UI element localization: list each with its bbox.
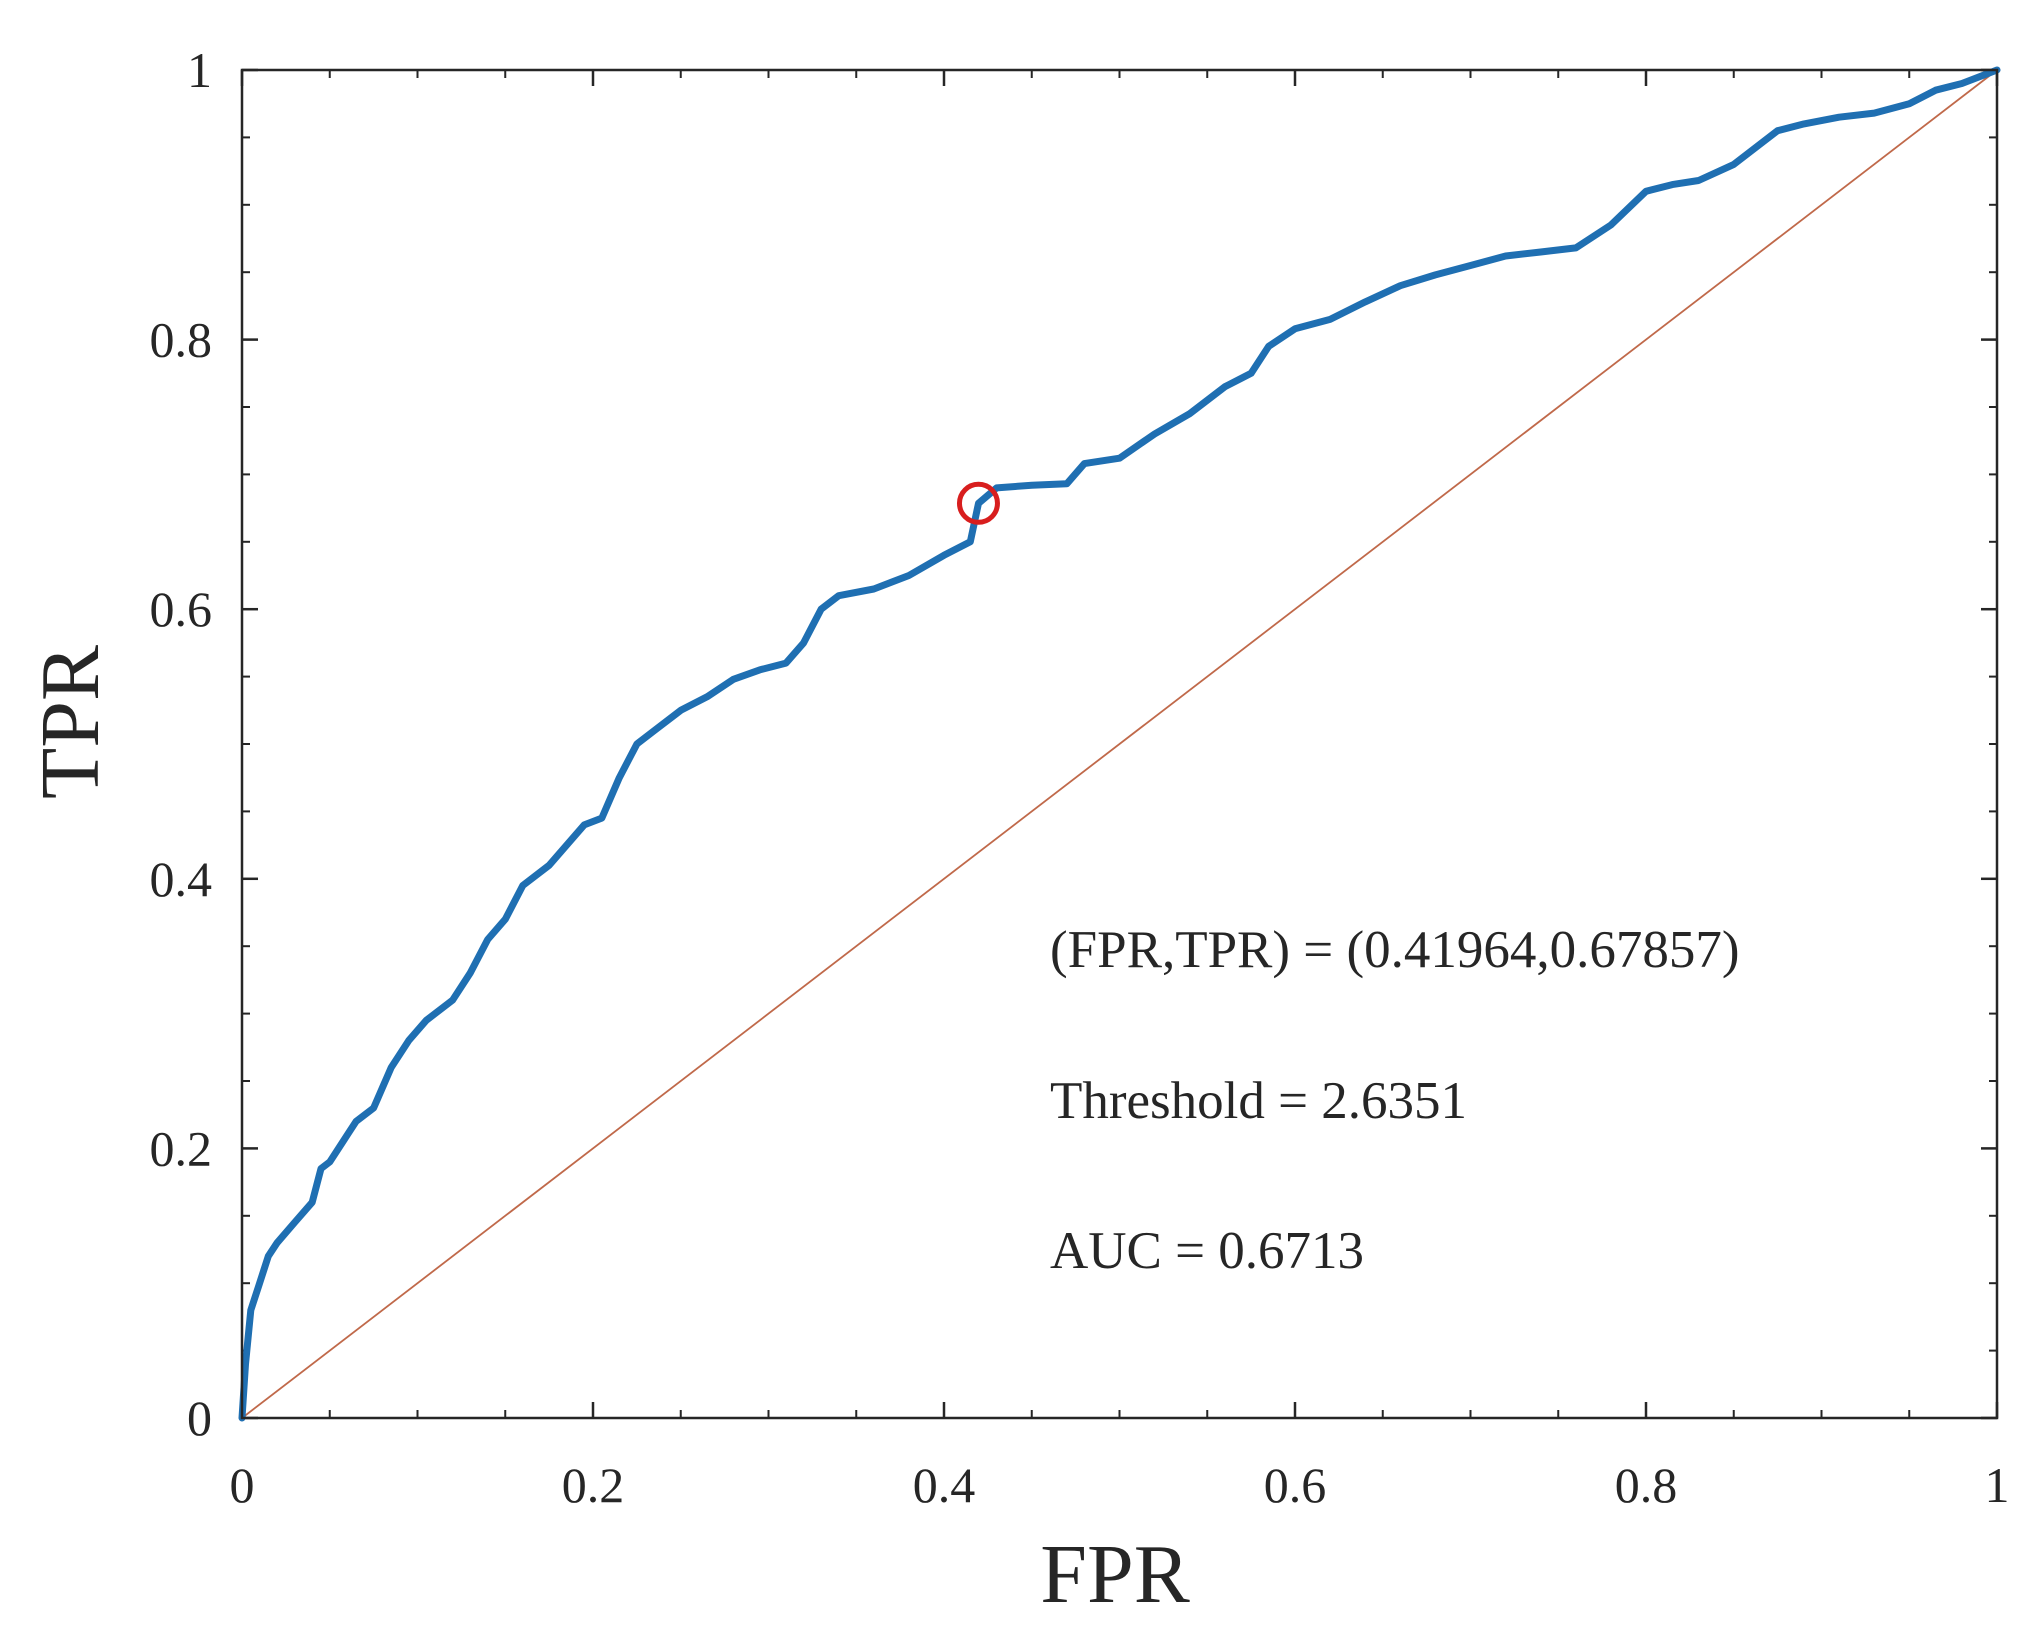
- x-tick-label: 1: [1985, 1457, 2010, 1513]
- roc-curve-line: [238, 66, 2001, 1422]
- y-axis-label: TPR: [24, 645, 117, 799]
- y-tick-label: 0: [187, 1390, 212, 1446]
- x-tick-label: 0.8: [1615, 1457, 1678, 1513]
- annotation-threshold: Threshold = 2.6351: [1050, 1072, 1467, 1130]
- annotation-auc: AUC = 0.6713: [1050, 1222, 1364, 1280]
- y-tick-labels: 0 0.2 0.4 0.6 0.8 1: [150, 42, 213, 1446]
- y-tick-label: 1: [187, 42, 212, 98]
- x-tick-labels: 0 0.2 0.4 0.6 0.8 1: [230, 1457, 2010, 1513]
- y-tick-label: 0.4: [150, 851, 213, 907]
- x-tick-label: 0.6: [1264, 1457, 1327, 1513]
- chance-diagonal-line: [241, 69, 1998, 1419]
- x-tick-label: 0.4: [913, 1457, 976, 1513]
- y-tick-label: 0.2: [150, 1120, 213, 1176]
- optimal-point-marker: [956, 481, 1000, 525]
- x-axis-label: FPR: [1040, 1528, 1189, 1621]
- annotation-point-coords: (FPR,TPR) = (0.41964,0.67857): [1050, 921, 1740, 979]
- x-tick-label: 0.2: [562, 1457, 625, 1513]
- y-tick-label: 0.6: [150, 581, 213, 637]
- plot-frame: [240, 68, 1999, 1420]
- x-tick-label: 0: [230, 1457, 255, 1513]
- y-tick-label: 0.8: [150, 312, 213, 368]
